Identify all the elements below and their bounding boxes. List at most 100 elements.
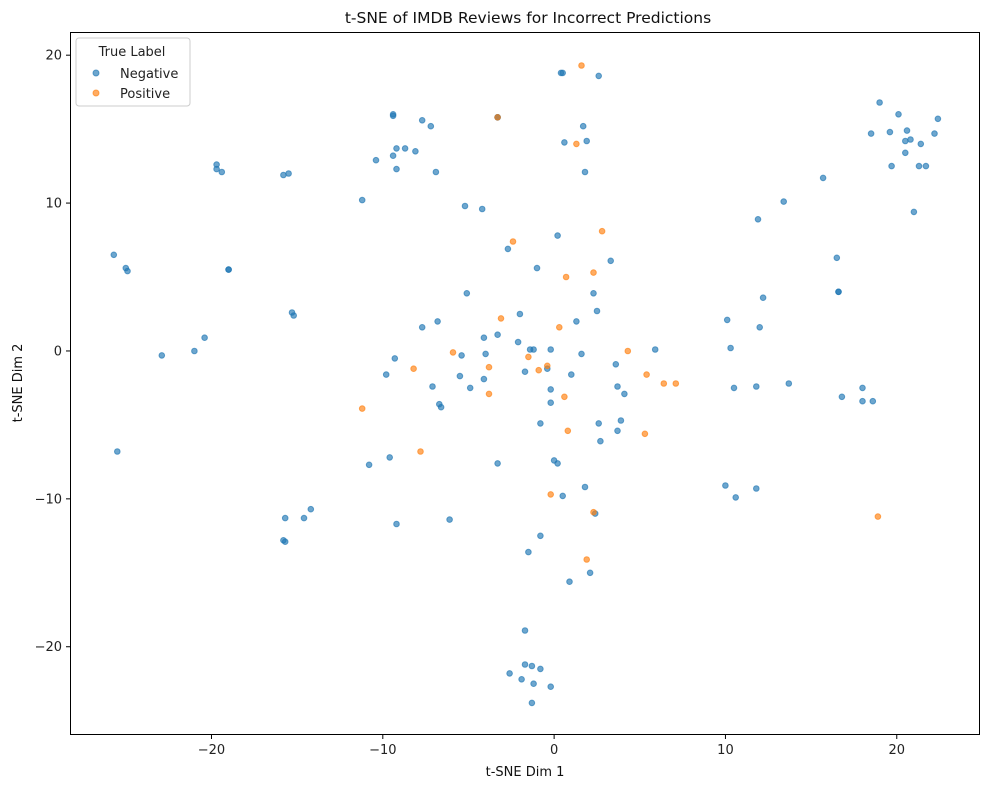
data-point-negative-71 [554, 232, 561, 239]
data-point-negative-117 [753, 383, 760, 390]
legend-box [75, 37, 191, 107]
data-point-negative-130 [867, 130, 875, 137]
data-point-negative-84 [566, 578, 573, 586]
data-point-negative-96 [621, 390, 628, 398]
data-point-negative-119 [780, 198, 788, 205]
data-point-negative-38 [434, 318, 441, 325]
data-point-negative-139 [915, 162, 923, 170]
data-point-negative-115 [756, 324, 764, 331]
data-point-negative-116 [759, 294, 767, 302]
data-point-negative-91 [607, 257, 615, 265]
data-point-negative-15 [290, 312, 298, 319]
data-point-negative-36 [432, 168, 440, 176]
data-point-positive-8 [556, 324, 563, 331]
data-point-positive-13 [624, 347, 632, 355]
x-tick-label: −20 [198, 743, 225, 758]
data-point-negative-76 [559, 492, 567, 500]
data-point-negative-33 [412, 148, 419, 155]
y-tick-label: −20 [35, 640, 62, 655]
x-tick-label: 10 [717, 743, 734, 758]
data-point-negative-129 [876, 99, 883, 106]
data-point-negative-103 [537, 665, 544, 673]
data-point-negative-143 [934, 115, 942, 123]
data-point-negative-98 [525, 548, 532, 556]
data-point-negative-101 [521, 661, 529, 668]
data-point-positive-12 [535, 366, 543, 374]
data-point-negative-58 [516, 310, 524, 318]
data-point-negative-9 [218, 168, 226, 176]
data-point-negative-30 [389, 152, 397, 159]
data-point-negative-32 [401, 145, 409, 152]
data-point-positive-0 [578, 62, 585, 69]
y-tick-label: −10 [35, 492, 62, 507]
data-point-negative-108 [528, 699, 536, 707]
data-point-negative-18 [281, 538, 289, 546]
data-point-negative-54 [494, 460, 501, 467]
data-point-negative-2 [124, 267, 131, 275]
data-point-negative-73 [559, 69, 567, 77]
data-point-negative-62 [526, 346, 534, 353]
x-tick-label: 20 [888, 743, 905, 758]
data-point-negative-106 [530, 680, 537, 688]
data-point-negative-23 [382, 371, 390, 378]
y-tick-label: 20 [45, 49, 62, 64]
legend-title: True Label [98, 45, 166, 60]
data-point-negative-120 [785, 380, 793, 387]
data-point-negative-93 [614, 383, 621, 390]
data-point-negative-75 [568, 371, 575, 378]
data-point-negative-85 [590, 290, 597, 297]
legend-marker-positive [92, 89, 100, 97]
data-point-negative-107 [547, 683, 555, 691]
data-point-negative-47 [456, 372, 464, 380]
data-point-positive-3 [509, 238, 517, 245]
data-point-negative-78 [578, 350, 585, 358]
data-point-negative-8 [213, 165, 220, 173]
data-point-negative-90 [597, 437, 604, 445]
legend: True Label Negative Positive [75, 37, 191, 107]
data-point-negative-128 [869, 397, 877, 405]
data-point-positive-6 [590, 269, 597, 276]
data-point-negative-25 [365, 461, 373, 469]
data-point-negative-92 [612, 361, 620, 368]
y-axis: −20 −10 0 10 20 [35, 49, 71, 655]
data-point-negative-26 [393, 520, 400, 528]
legend-marker-negative [92, 69, 100, 77]
data-point-negative-86 [593, 307, 601, 315]
x-tick-label: −10 [369, 743, 396, 758]
data-point-negative-133 [895, 111, 902, 118]
data-point-negative-31 [393, 165, 400, 173]
data-point-negative-11 [225, 266, 232, 273]
data-point-negative-51 [480, 375, 488, 383]
data-point-negative-60 [521, 368, 529, 376]
data-point-negative-29 [393, 145, 400, 152]
data-point-negative-53 [466, 384, 474, 392]
data-point-positive-23 [641, 430, 649, 438]
data-point-negative-41 [437, 403, 445, 411]
data-point-negative-112 [722, 482, 729, 489]
data-point-positive-5 [562, 273, 570, 281]
data-point-negative-3 [114, 448, 121, 455]
data-point-negative-113 [732, 494, 740, 501]
data-point-negative-136 [903, 127, 911, 134]
data-point-negative-137 [907, 136, 914, 143]
data-point-positive-9 [449, 349, 457, 356]
data-point-positive-10 [525, 353, 532, 361]
data-point-negative-28 [389, 111, 397, 118]
chart-title: t-SNE of IMDB Reviews for Incorrect Pred… [345, 9, 711, 27]
data-point-negative-5 [191, 347, 198, 355]
data-point-negative-74 [561, 139, 568, 146]
data-point-negative-0 [110, 251, 118, 259]
data-point-positive-11 [544, 362, 551, 370]
data-point-positive-15 [485, 363, 493, 371]
data-point-negative-125 [838, 393, 846, 401]
data-point-positive-19 [660, 380, 668, 387]
data-point-negative-45 [463, 290, 471, 297]
data-point-negative-109 [723, 316, 731, 324]
data-point-positive-22 [564, 427, 572, 435]
data-point-negative-82 [581, 483, 589, 491]
data-point-positive-2 [494, 114, 501, 121]
data-point-negative-19 [300, 514, 308, 522]
data-point-negative-6 [201, 334, 208, 342]
